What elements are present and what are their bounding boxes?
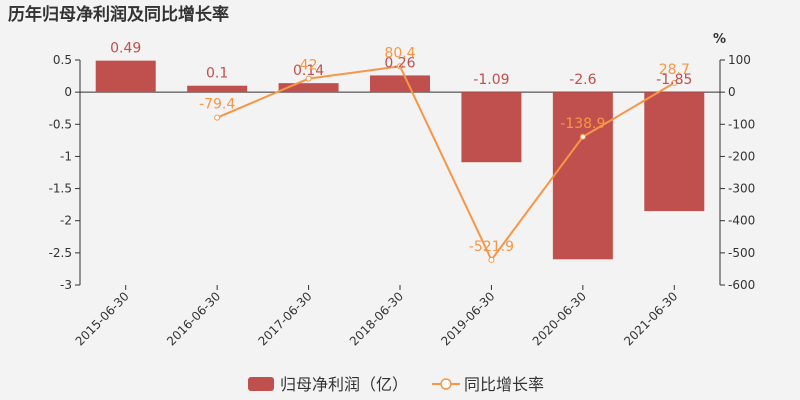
legend-bar-swatch	[248, 377, 274, 391]
chart-title: 历年归母净利润及同比增长率	[8, 4, 229, 25]
right-tick-label: -600	[728, 278, 755, 292]
left-tick-label: -0.5	[49, 117, 72, 131]
x-tick-label: 2018-06-30	[347, 289, 406, 348]
left-tick-label: -3	[60, 278, 72, 292]
growth-line	[216, 65, 675, 262]
left-tick-label: -1.5	[49, 182, 72, 196]
left-tick-label: -2	[60, 214, 72, 228]
line-value-label: 28.7	[659, 62, 690, 78]
x-tick-label: 2019-06-30	[438, 289, 497, 348]
line-series	[214, 63, 678, 263]
bar-value-label: 0.49	[110, 41, 141, 57]
right-tick-label: -200	[728, 149, 755, 163]
bar-value-label: 0.1	[206, 66, 228, 82]
x-tick-label: 2016-06-30	[164, 289, 223, 348]
x-tick-label: 2020-06-30	[530, 289, 589, 348]
bar	[95, 60, 156, 93]
right-tick-label: -100	[728, 117, 755, 131]
bar-value-label: -1.09	[473, 72, 509, 88]
bar-value-label: -2.6	[569, 72, 596, 88]
bar-value-label: 0.26	[384, 55, 415, 71]
left-tick-label: 0.5	[53, 53, 72, 67]
bar-series	[95, 60, 705, 260]
x-tick-label: 2021-06-30	[621, 289, 680, 348]
x-tick-label: 2017-06-30	[255, 289, 314, 348]
right-axis-unit: %	[713, 32, 726, 47]
line-value-label: -79.4	[199, 97, 235, 113]
bar	[461, 92, 522, 163]
legend: 归母净利润（亿） 同比增长率	[248, 375, 544, 394]
right-tick-label: 0	[728, 85, 736, 99]
line-point	[579, 133, 586, 140]
bar	[187, 85, 248, 93]
bar	[552, 92, 613, 260]
bar-value-label: -1.85	[656, 72, 692, 88]
bar-value-label: 0.14	[293, 63, 324, 79]
line-point	[488, 256, 495, 263]
legend-bar-label: 归母净利润（亿）	[280, 375, 408, 394]
right-tick-label: 100	[728, 53, 751, 67]
bar	[370, 75, 430, 93]
legend-line-label: 同比增长率	[464, 375, 544, 394]
data-labels: 0.49 0.1 0.14 0.26 -1.09 -2.6 -1.85 -79.4 42 80.4…	[110, 41, 692, 255]
left-tick-label: 0	[64, 85, 72, 99]
line-value-label: 42	[300, 58, 318, 74]
line-value-label: -521.9	[469, 239, 514, 255]
left-tick-label: -2.5	[49, 246, 72, 260]
line-point	[305, 75, 312, 82]
left-tick-label: -1	[60, 149, 72, 163]
line-point	[397, 63, 403, 70]
x-tick-label: 2015-06-30	[73, 289, 132, 348]
bar	[278, 83, 339, 93]
line-value-label: -138.9	[560, 116, 605, 132]
legend-line-marker	[440, 378, 452, 390]
right-tick-label: -400	[728, 214, 755, 228]
bar	[644, 92, 705, 212]
right-tick-label: -500	[728, 246, 755, 260]
line-point	[671, 79, 678, 86]
right-tick-label: -300	[728, 182, 755, 196]
line-value-label: 80.4	[384, 45, 415, 61]
line-point	[214, 114, 221, 121]
